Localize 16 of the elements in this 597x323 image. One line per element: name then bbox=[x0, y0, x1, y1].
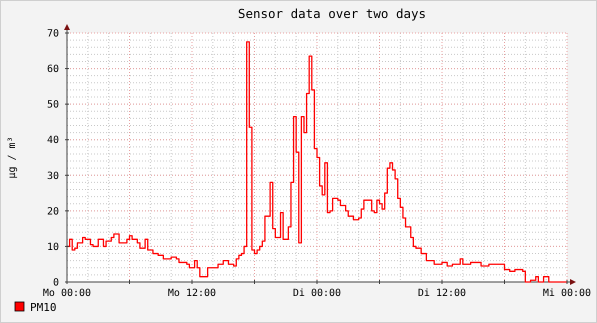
y-tick-label: 10 bbox=[46, 242, 59, 253]
x-tick-label: Di 00:00 bbox=[292, 288, 342, 299]
legend-label: PM10 bbox=[30, 301, 56, 314]
x-tick-label: Mo 12:00 bbox=[168, 288, 216, 299]
y-tick-label: 50 bbox=[46, 100, 59, 111]
y-tick-label: 0 bbox=[52, 278, 59, 288]
chart-title: Sensor data over two days bbox=[238, 6, 426, 21]
x-tick-label: Mo 00:00 bbox=[42, 288, 92, 299]
y-tick-label: 20 bbox=[46, 206, 59, 218]
x-tick-label: Mi 00:00 bbox=[542, 288, 592, 299]
y-tick-label: 70 bbox=[46, 28, 59, 40]
y-tick-label: 30 bbox=[46, 170, 59, 182]
y-tick-label: 40 bbox=[46, 135, 59, 146]
y-axis-title: µg / m³ bbox=[7, 136, 18, 179]
x-tick-label: Di 12:00 bbox=[418, 288, 466, 299]
y-tick-label: 60 bbox=[46, 64, 59, 76]
